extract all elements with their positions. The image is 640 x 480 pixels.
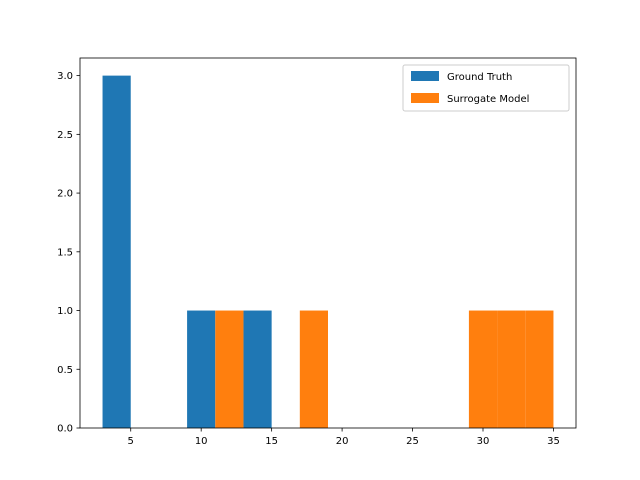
y-tick-label: 2.0 [57, 189, 73, 200]
y-tick-label: 3.0 [57, 71, 73, 82]
x-tick-label: 35 [547, 436, 560, 447]
bar-surrogate-model-3 [497, 310, 526, 428]
y-tick-label: 0.0 [57, 424, 73, 435]
bar-ground-truth-0 [102, 75, 131, 428]
x-tick-label: 30 [477, 436, 490, 447]
y-tick-label: 1.5 [57, 247, 73, 258]
bars-group [102, 75, 554, 428]
y-axis-ticks: 0.0 0.5 1.0 1.5 2.0 2.5 3.0 [57, 71, 80, 435]
y-tick-label: 1.0 [57, 306, 73, 317]
axes-group [79, 57, 577, 429]
plot-frame [79, 57, 577, 429]
x-tick-label: 5 [128, 436, 134, 447]
x-axis-ticks: 5 10 15 20 25 30 35 [128, 428, 560, 447]
legend: Ground Truth Surrogate Model [402, 64, 570, 112]
bar-surrogate-model-2 [468, 310, 498, 428]
x-tick-label: 15 [265, 436, 278, 447]
bar-surrogate-model-0 [215, 310, 244, 428]
bar-surrogate-model-1 [299, 310, 328, 428]
x-tick-label: 25 [406, 436, 419, 447]
y-tick-label: 0.5 [57, 365, 73, 376]
bar-ground-truth-1 [187, 310, 216, 428]
legend-swatch-ground-truth [411, 71, 439, 81]
legend-label-surrogate-model: Surrogate Model [447, 94, 529, 105]
legend-swatch-surrogate-model [411, 93, 439, 103]
bar-surrogate-model-4 [525, 310, 554, 428]
x-tick-label: 10 [195, 436, 208, 447]
legend-label-ground-truth: Ground Truth [447, 72, 512, 83]
bar-ground-truth-2 [243, 310, 272, 428]
x-tick-label: 20 [336, 436, 349, 447]
y-tick-label: 2.5 [57, 130, 73, 141]
legend-box [402, 64, 570, 112]
